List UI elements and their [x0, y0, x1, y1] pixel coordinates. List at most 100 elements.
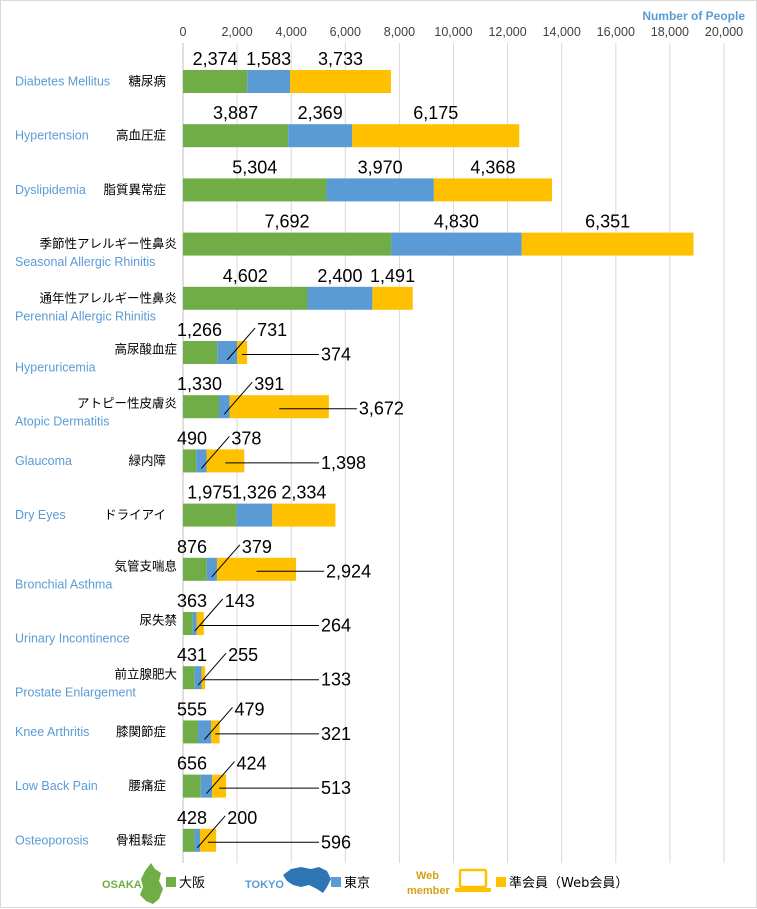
category-label-jp: 腰痛症: [128, 778, 166, 793]
data-label: 656: [177, 754, 207, 774]
legend-swatch-web: [496, 877, 506, 887]
data-label: 596: [321, 832, 351, 852]
data-label: 555: [177, 699, 207, 719]
bar-segment: [216, 557, 297, 581]
bar-segment: [183, 774, 201, 798]
bar-segment: [183, 503, 237, 527]
bar-segment: [307, 286, 373, 310]
bar-segment: [372, 286, 413, 310]
data-label: 133: [321, 670, 351, 690]
data-label: 6,351: [585, 212, 630, 232]
legend-label-osaka: 大阪: [179, 876, 205, 891]
osaka-badge: OSAKA: [102, 879, 142, 891]
category-label-en: Dyslipidemia: [15, 183, 86, 197]
unit-label: Number of People: [642, 9, 745, 23]
category-label-jp: 高血圧症: [116, 128, 166, 143]
data-label: 143: [225, 591, 255, 611]
bar-segment: [290, 70, 392, 93]
bar-segment: [326, 178, 434, 202]
data-label: 1,583: [246, 49, 291, 69]
category-label-jp: 通年性アレルギー性鼻炎: [39, 290, 177, 305]
leader-line: [226, 327, 256, 361]
leader-line: [197, 652, 227, 686]
data-label: 424: [236, 754, 266, 774]
category-label-en: Prostate Enlargement: [15, 686, 136, 700]
category-label-jp: アトピー性皮膚炎: [77, 396, 177, 411]
legend-label-web: 準会員（Web会員）: [509, 875, 628, 891]
bar-segment: [183, 449, 197, 473]
data-label: 7,692: [265, 212, 310, 232]
category-label-en: Low Back Pain: [15, 779, 98, 793]
osaka-map-icon: [140, 863, 163, 904]
data-label: 2,924: [326, 561, 371, 581]
category-label-jp: 糖尿病: [128, 74, 166, 89]
x-tick-label: 20,000: [705, 25, 743, 39]
bar-segment: [196, 449, 207, 473]
data-label: 264: [321, 616, 351, 636]
bar-segment: [237, 341, 248, 364]
data-label: 431: [177, 645, 207, 665]
data-label: 4,368: [470, 157, 515, 177]
legend-label-tokyo: 東京: [344, 875, 370, 891]
category-label-en: Dry Eyes: [15, 508, 66, 522]
bar-segment: [206, 449, 245, 473]
bar-segment: [183, 124, 289, 148]
data-label: 4,602: [223, 266, 268, 286]
bar-segment: [183, 666, 195, 690]
category-label-jp: 緑内障: [128, 453, 166, 468]
x-tick-label: 10,000: [434, 25, 472, 39]
data-label: 2,369: [298, 103, 343, 123]
category-label-en: Atopic Dermatitis: [15, 415, 109, 429]
web-badge-line1: Web: [416, 870, 439, 882]
bar-segment: [236, 503, 273, 527]
tokyo-map-icon: [283, 867, 331, 893]
data-label: 876: [177, 537, 207, 557]
data-label: 3,887: [213, 103, 258, 123]
bar-segment: [183, 720, 199, 744]
category-label-jp: 膝関節症: [116, 724, 166, 739]
data-label: 255: [228, 645, 258, 665]
bar-segment: [183, 286, 308, 310]
x-tick-label: 4,000: [276, 25, 307, 39]
category-label-en: Knee Arthritis: [15, 725, 89, 739]
data-label: 3,970: [358, 157, 403, 177]
bar-segment: [183, 612, 193, 635]
category-label-jp: 季節性アレルギー性鼻炎: [39, 236, 177, 251]
data-label: 321: [321, 724, 351, 744]
bar-segment: [183, 341, 218, 364]
category-label-en: Bronchial Asthma: [15, 577, 112, 591]
data-label: 3,733: [318, 49, 363, 69]
data-label: 6,175: [413, 103, 458, 123]
category-label-en: Seasonal Allergic Rhinitis: [15, 255, 155, 269]
bar-segment: [288, 124, 353, 148]
bar-segment: [391, 232, 522, 256]
data-label: 2,374: [193, 49, 238, 69]
x-tick-label: 8,000: [384, 25, 415, 39]
bar-segment: [433, 178, 553, 202]
category-label-en: Perennial Allergic Rhinitis: [15, 309, 156, 323]
data-label: 428: [177, 808, 207, 828]
bar-segment: [198, 720, 211, 744]
web-badge-line2: member: [407, 885, 451, 897]
bar-segment: [206, 557, 217, 581]
bar-segment: [218, 395, 230, 419]
bar-segment: [217, 341, 238, 364]
category-label-jp: 前立腺肥大: [114, 667, 177, 682]
data-labels: 2,374 1,583 3,733 3,887 2,369 6,175 5,304 3,970…: [177, 49, 630, 852]
bar-segment: [521, 232, 694, 256]
data-label: 513: [321, 778, 351, 798]
bar-segment: [201, 666, 206, 690]
data-label: 363: [177, 591, 207, 611]
legend: OSAKA 大阪 TOKYO 東京 Web member 準会員（Web会員）: [102, 863, 628, 904]
bars: [183, 70, 694, 852]
x-tick-label: 2,000: [221, 25, 252, 39]
data-label: 2,400: [317, 266, 362, 286]
x-tick-label: 14,000: [543, 25, 581, 39]
laptop-icon: [455, 868, 491, 892]
bar-segment: [210, 720, 220, 744]
data-label: 3,672: [359, 399, 404, 419]
data-label: 391: [254, 374, 284, 394]
bar-segment: [183, 178, 327, 202]
data-label: 1,398: [321, 453, 366, 473]
